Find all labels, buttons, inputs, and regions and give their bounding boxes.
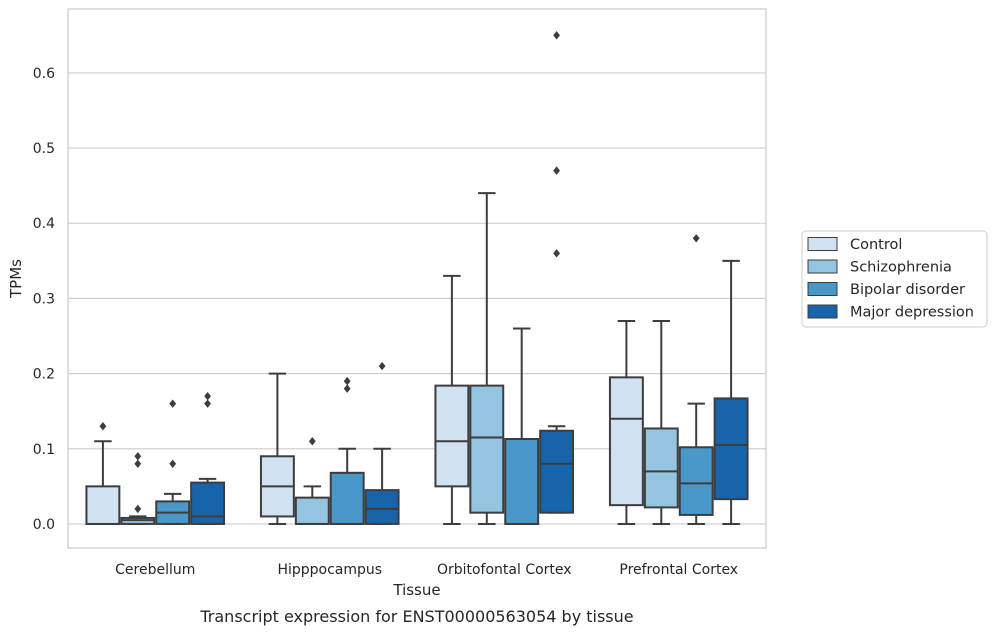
box-3-2 xyxy=(678,234,714,525)
grid-lines xyxy=(68,72,766,525)
outlier-point xyxy=(169,399,177,408)
y-tick-labels: 0.0 0.1 0.2 0.3 0.4 0.5 0.6 xyxy=(33,66,55,533)
legend: Control Schizophrenia Bipolar disorder Majo… xyxy=(801,230,988,328)
outlier-point xyxy=(134,452,142,461)
box-2-2 xyxy=(504,327,540,525)
box-body xyxy=(364,489,400,525)
y-tick-label: 0.2 xyxy=(33,367,55,383)
x-tick-labels: Cerebellum Hipppocampus Orbitofontal Corte… xyxy=(115,562,738,578)
y-tick-label: 0.4 xyxy=(33,216,55,232)
outlier-point xyxy=(134,504,142,514)
box-3-3 xyxy=(713,259,749,525)
legend-swatch xyxy=(807,259,838,274)
box-body xyxy=(85,485,121,525)
box-layer xyxy=(85,31,749,525)
legend-swatch xyxy=(807,237,838,251)
outlier-point xyxy=(308,437,316,446)
x-axis-label: Tissue xyxy=(392,581,440,599)
box-1-3 xyxy=(364,361,400,525)
legend-label: Major depression xyxy=(850,305,974,321)
x-tick-label: Prefrontal Cortex xyxy=(619,562,738,578)
x-tick-label: Orbitofontal Cortex xyxy=(437,562,572,578)
outlier-point xyxy=(553,31,560,40)
box-body xyxy=(539,429,575,514)
y-tick-label: 0.0 xyxy=(33,517,55,533)
box-body xyxy=(190,481,226,525)
y-tick-label: 0.5 xyxy=(33,141,55,157)
box-0-2 xyxy=(155,399,191,525)
box-2-0 xyxy=(434,274,470,525)
box-2-3 xyxy=(539,31,575,514)
legend-swatch xyxy=(807,282,838,296)
box-body xyxy=(434,384,470,488)
legend-swatch xyxy=(807,304,838,319)
plot-frame xyxy=(67,8,767,549)
box-0-3 xyxy=(190,391,226,525)
outlier-point xyxy=(378,361,386,371)
outlier-point xyxy=(343,384,351,393)
box-body xyxy=(329,471,365,525)
outlier-point xyxy=(169,459,177,469)
outlier-point xyxy=(134,459,142,469)
y-tick-label: 0.1 xyxy=(33,442,55,458)
outlier-point xyxy=(204,399,211,408)
box-1-1 xyxy=(294,437,330,525)
box-body xyxy=(678,446,714,516)
box-body xyxy=(713,397,749,501)
box-2-1 xyxy=(469,192,505,525)
box-0-0 xyxy=(85,422,121,525)
box-0-1 xyxy=(120,452,156,525)
outlier-point xyxy=(553,166,560,175)
y-tick-label: 0.6 xyxy=(33,66,55,82)
box-1-0 xyxy=(259,372,295,525)
y-axis-label: TPMs xyxy=(7,259,25,299)
legend-label: Bipolar disorder xyxy=(850,282,965,298)
box-body xyxy=(469,384,505,514)
outlier-point xyxy=(204,391,211,401)
outlier-point xyxy=(553,249,560,258)
box-3-0 xyxy=(608,319,644,525)
outlier-point xyxy=(99,422,107,431)
legend-frame xyxy=(801,230,988,328)
box-body xyxy=(608,376,644,507)
x-tick-label: Hipppocampus xyxy=(277,562,382,578)
box-3-1 xyxy=(643,319,679,525)
box-body xyxy=(294,496,330,525)
box-1-2 xyxy=(329,376,365,525)
legend-label: Control xyxy=(850,237,902,253)
y-tick-label: 0.3 xyxy=(33,291,55,307)
box-body xyxy=(504,437,540,525)
legend-label: Schizophrenia xyxy=(850,260,952,276)
x-tick-label: Cerebellum xyxy=(115,562,195,578)
chart-caption: Transcript expression for ENST0000056305… xyxy=(199,607,633,626)
outlier-point xyxy=(692,234,700,243)
box-body xyxy=(643,427,679,509)
outlier-point xyxy=(343,376,351,386)
